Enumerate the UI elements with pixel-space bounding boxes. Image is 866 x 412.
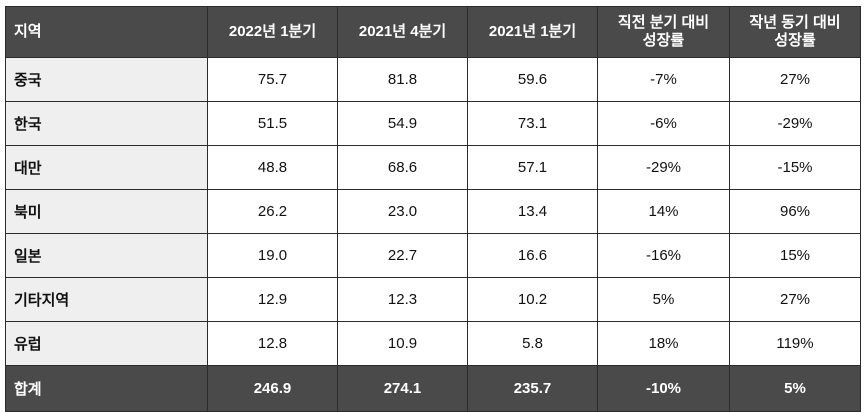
value-2021-q1: 73.1 — [467, 101, 598, 146]
value-2022-q1: 26.2 — [207, 189, 338, 234]
value-2022-q1: 51.5 — [207, 101, 338, 146]
region-cell: 일본 — [5, 233, 208, 278]
total-2021-q4: 274.1 — [337, 365, 468, 412]
header-row: 지역 2022년 1분기 2021년 4분기 2021년 1분기 직전 분기 대… — [5, 6, 861, 58]
table-row: 한국 51.5 54.9 73.1 -6% -29% — [5, 101, 861, 146]
value-yoy: 119% — [729, 321, 861, 366]
value-2021-q1: 16.6 — [467, 233, 598, 278]
value-2021-q4: 22.7 — [337, 233, 468, 278]
value-qoq: -7% — [597, 57, 730, 102]
region-cell: 기타지역 — [5, 277, 208, 322]
header-qoq-growth: 직전 분기 대비 성장률 — [597, 6, 730, 58]
value-2021-q4: 10.9 — [337, 321, 468, 366]
value-2021-q1: 13.4 — [467, 189, 598, 234]
value-qoq: 14% — [597, 189, 730, 234]
value-qoq: -16% — [597, 233, 730, 278]
table-container: 지역 2022년 1분기 2021년 4분기 2021년 1분기 직전 분기 대… — [5, 6, 861, 412]
table-row: 일본 19.0 22.7 16.6 -16% 15% — [5, 233, 861, 278]
region-cell: 유럽 — [5, 321, 208, 366]
value-qoq: -29% — [597, 145, 730, 190]
value-yoy: 96% — [729, 189, 861, 234]
header-2021-q1: 2021년 1분기 — [467, 6, 598, 58]
value-2021-q4: 54.9 — [337, 101, 468, 146]
header-yoy-line1: 작년 동기 대비 — [749, 14, 841, 31]
value-yoy: -29% — [729, 101, 861, 146]
total-row: 합계 246.9 274.1 235.7 -10% 5% — [5, 365, 861, 412]
header-yoy-line2: 성장률 — [774, 32, 816, 49]
header-region: 지역 — [5, 6, 208, 58]
total-qoq: -10% — [597, 365, 730, 412]
value-yoy: 27% — [729, 277, 861, 322]
value-2021-q4: 23.0 — [337, 189, 468, 234]
header-qoq-line1: 직전 분기 대비 — [617, 14, 710, 31]
value-qoq: 5% — [597, 277, 730, 322]
region-cell: 중국 — [5, 57, 208, 102]
total-yoy: 5% — [729, 365, 861, 412]
value-2022-q1: 75.7 — [207, 57, 338, 102]
value-2021-q1: 10.2 — [467, 277, 598, 322]
header-2021-q4: 2021년 4분기 — [337, 6, 468, 58]
header-qoq-line2: 성장률 — [642, 32, 685, 49]
value-2021-q4: 68.6 — [337, 145, 468, 190]
value-2021-q4: 81.8 — [337, 57, 468, 102]
table-row: 유럽 12.8 10.9 5.8 18% 119% — [5, 321, 861, 366]
total-2021-q1: 235.7 — [467, 365, 598, 412]
value-2021-q1: 5.8 — [467, 321, 598, 366]
total-label: 합계 — [5, 365, 208, 412]
value-2021-q1: 57.1 — [467, 145, 598, 190]
value-qoq: -6% — [597, 101, 730, 146]
value-2022-q1: 19.0 — [207, 233, 338, 278]
value-2022-q1: 12.9 — [207, 277, 338, 322]
total-2022-q1: 246.9 — [207, 365, 338, 412]
data-table: 지역 2022년 1분기 2021년 4분기 2021년 1분기 직전 분기 대… — [5, 6, 861, 412]
table-row: 대만 48.8 68.6 57.1 -29% -15% — [5, 145, 861, 190]
value-yoy: 15% — [729, 233, 861, 278]
value-2022-q1: 48.8 — [207, 145, 338, 190]
header-2022-q1: 2022년 1분기 — [207, 6, 338, 58]
value-2021-q1: 59.6 — [467, 57, 598, 102]
value-2022-q1: 12.8 — [207, 321, 338, 366]
value-qoq: 18% — [597, 321, 730, 366]
region-cell: 북미 — [5, 189, 208, 234]
header-yoy-growth: 작년 동기 대비 성장률 — [729, 6, 861, 58]
table-row: 중국 75.7 81.8 59.6 -7% 27% — [5, 57, 861, 102]
region-cell: 한국 — [5, 101, 208, 146]
region-cell: 대만 — [5, 145, 208, 190]
value-yoy: 27% — [729, 57, 861, 102]
value-yoy: -15% — [729, 145, 861, 190]
value-2021-q4: 12.3 — [337, 277, 468, 322]
table-row: 북미 26.2 23.0 13.4 14% 96% — [5, 189, 861, 234]
table-row: 기타지역 12.9 12.3 10.2 5% 27% — [5, 277, 861, 322]
